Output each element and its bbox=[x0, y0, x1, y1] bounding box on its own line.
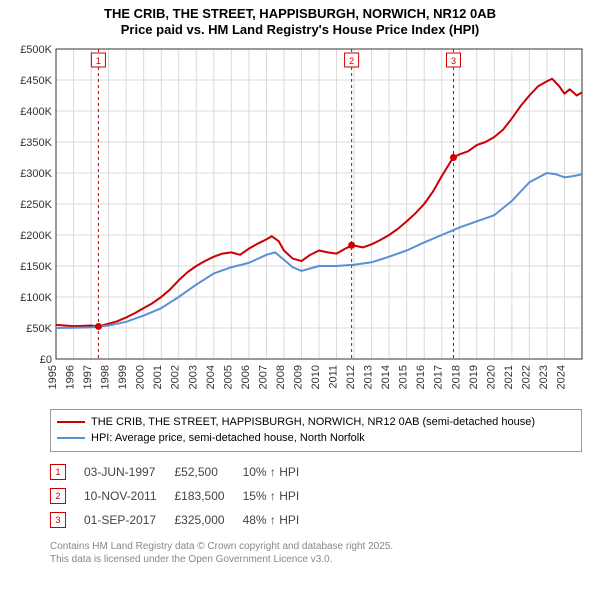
line-chart-svg: £0 £50K £100K £150K £200K £250K £300K £350K £400… bbox=[10, 43, 590, 403]
sales-row: 3 01-SEP-2017£325,00048% ↑ HPI bbox=[50, 508, 317, 532]
sale-delta: 10% ↑ HPI bbox=[243, 460, 318, 484]
sale-delta: 15% ↑ HPI bbox=[243, 484, 318, 508]
svg-text:2003: 2003 bbox=[187, 365, 199, 389]
legend-swatch-price-paid bbox=[57, 421, 85, 423]
svg-text:2001: 2001 bbox=[152, 365, 164, 389]
legend-swatch-hpi bbox=[57, 437, 85, 439]
sale-marker-box: 3 bbox=[50, 512, 66, 528]
svg-text:2012: 2012 bbox=[345, 365, 357, 389]
svg-text:2002: 2002 bbox=[170, 365, 182, 389]
svg-text:£200K: £200K bbox=[20, 230, 52, 242]
footer-line-1: Contains HM Land Registry data © Crown c… bbox=[50, 540, 582, 553]
sale-date: 01-SEP-2017 bbox=[84, 508, 175, 532]
sales-row: 2 10-NOV-2011£183,50015% ↑ HPI bbox=[50, 484, 317, 508]
svg-text:2007: 2007 bbox=[257, 365, 269, 389]
svg-text:2010: 2010 bbox=[310, 365, 322, 389]
title-line-2: Price paid vs. HM Land Registry's House … bbox=[0, 22, 600, 38]
svg-text:£350K: £350K bbox=[20, 137, 52, 149]
sale-delta: 48% ↑ HPI bbox=[243, 508, 318, 532]
svg-text:2013: 2013 bbox=[363, 365, 375, 389]
svg-text:2: 2 bbox=[349, 56, 354, 66]
legend: THE CRIB, THE STREET, HAPPISBURGH, NORWI… bbox=[50, 409, 582, 452]
svg-text:2023: 2023 bbox=[538, 365, 550, 389]
svg-text:£450K: £450K bbox=[20, 75, 52, 87]
legend-label-price-paid: THE CRIB, THE STREET, HAPPISBURGH, NORWI… bbox=[91, 414, 535, 431]
svg-text:£150K: £150K bbox=[20, 261, 52, 273]
svg-text:2000: 2000 bbox=[135, 365, 147, 389]
svg-text:2004: 2004 bbox=[205, 365, 217, 389]
svg-text:£50K: £50K bbox=[26, 323, 52, 335]
svg-text:2011: 2011 bbox=[328, 365, 340, 389]
svg-text:2020: 2020 bbox=[485, 365, 497, 389]
legend-row-price-paid: THE CRIB, THE STREET, HAPPISBURGH, NORWI… bbox=[57, 414, 575, 431]
svg-text:2009: 2009 bbox=[292, 365, 304, 389]
svg-text:1999: 1999 bbox=[117, 365, 129, 389]
svg-text:2024: 2024 bbox=[555, 365, 567, 389]
svg-text:2016: 2016 bbox=[415, 365, 427, 389]
sales-table: 1 03-JUN-1997£52,50010% ↑ HPI 2 10-NOV-2011… bbox=[50, 460, 582, 532]
svg-text:£250K: £250K bbox=[20, 199, 52, 211]
svg-text:2018: 2018 bbox=[450, 365, 462, 389]
chart-title: THE CRIB, THE STREET, HAPPISBURGH, NORWI… bbox=[0, 0, 600, 39]
svg-text:2021: 2021 bbox=[503, 365, 515, 389]
title-line-1: THE CRIB, THE STREET, HAPPISBURGH, NORWI… bbox=[0, 6, 600, 22]
footer-line-2: This data is licensed under the Open Gov… bbox=[50, 553, 582, 566]
legend-row-hpi: HPI: Average price, semi-detached house,… bbox=[57, 430, 575, 447]
sale-date: 03-JUN-1997 bbox=[84, 460, 175, 484]
svg-text:1: 1 bbox=[96, 56, 101, 66]
sale-date: 10-NOV-2011 bbox=[84, 484, 175, 508]
sales-row: 1 03-JUN-1997£52,50010% ↑ HPI bbox=[50, 460, 317, 484]
sale-marker-box: 2 bbox=[50, 488, 66, 504]
svg-text:2006: 2006 bbox=[240, 365, 252, 389]
sale-price: £325,000 bbox=[175, 508, 243, 532]
svg-text:1997: 1997 bbox=[82, 365, 94, 389]
sale-price: £52,500 bbox=[175, 460, 243, 484]
svg-text:1996: 1996 bbox=[65, 365, 77, 389]
svg-text:£300K: £300K bbox=[20, 168, 52, 180]
svg-text:£500K: £500K bbox=[20, 44, 52, 56]
svg-text:2015: 2015 bbox=[398, 365, 410, 389]
svg-text:3: 3 bbox=[451, 56, 456, 66]
svg-text:1995: 1995 bbox=[47, 365, 59, 389]
svg-text:£100K: £100K bbox=[20, 292, 52, 304]
svg-text:2022: 2022 bbox=[520, 365, 532, 389]
chart-area: £0 £50K £100K £150K £200K £250K £300K £350K £400… bbox=[10, 43, 590, 403]
svg-text:2017: 2017 bbox=[433, 365, 445, 389]
sale-marker-box: 1 bbox=[50, 464, 66, 480]
svg-text:2005: 2005 bbox=[222, 365, 234, 389]
svg-text:£400K: £400K bbox=[20, 106, 52, 118]
svg-text:2014: 2014 bbox=[380, 365, 392, 389]
legend-label-hpi: HPI: Average price, semi-detached house,… bbox=[91, 430, 365, 447]
footer-attribution: Contains HM Land Registry data © Crown c… bbox=[50, 540, 582, 566]
sale-price: £183,500 bbox=[175, 484, 243, 508]
svg-text:2019: 2019 bbox=[468, 365, 480, 389]
svg-text:1998: 1998 bbox=[100, 365, 112, 389]
svg-text:£0: £0 bbox=[40, 354, 52, 366]
svg-text:2008: 2008 bbox=[275, 365, 287, 389]
